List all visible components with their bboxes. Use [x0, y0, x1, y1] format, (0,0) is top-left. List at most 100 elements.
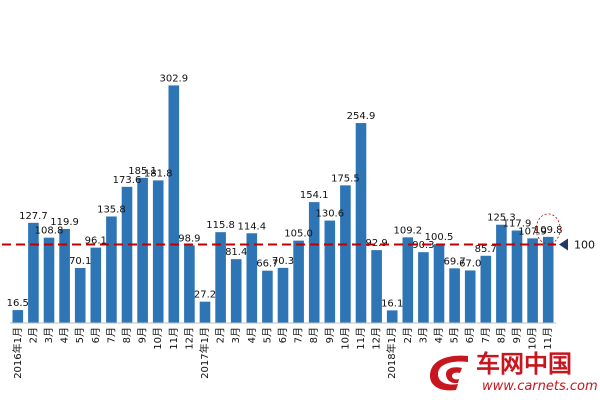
x-tick-label-4: 4月: [59, 327, 71, 343]
value-label-31: 85.7: [475, 244, 497, 255]
value-label-29: 69.7: [443, 256, 465, 267]
value-label-22: 175.5: [331, 173, 360, 184]
x-tick-label-17: 5月: [261, 327, 273, 343]
value-label-21: 130.6: [315, 209, 344, 220]
x-tick-label-34: 10月: [527, 327, 539, 350]
value-label-30: 67.0: [459, 258, 481, 269]
x-tick-label-19: 7月: [293, 327, 305, 343]
bar-17: [262, 270, 273, 323]
bar-31: [480, 255, 492, 323]
value-label-35: 109.8: [534, 225, 563, 236]
watermark-brand: 车网中国: [476, 350, 572, 378]
x-tick-labels-group: 2016年1月 2月 3月 4月 5月 6月 7月 8月 9月 10月 11月 12月 2017年1月 2…: [11, 327, 554, 379]
x-tick-label-9: 9月: [137, 327, 149, 343]
value-label-25: 16.1: [381, 298, 403, 309]
watermark-url: www.carnets.com: [482, 379, 598, 394]
bar-2: [28, 222, 39, 323]
bar-6: [90, 247, 102, 323]
bar-5: [74, 268, 86, 323]
value-label-5: 70.1: [69, 256, 91, 267]
x-tick-label-28: 4月: [433, 327, 445, 343]
x-tick-label-13: 2017年1月: [198, 327, 211, 379]
value-label-9: 185.1: [128, 166, 157, 177]
x-tick-label-31: 7月: [480, 327, 492, 343]
value-label-20: 154.1: [300, 190, 329, 201]
value-label-15: 81.4: [225, 247, 247, 258]
bar-4: [59, 228, 70, 323]
x-tick-label-16: 4月: [246, 327, 258, 343]
value-label-14: 115.8: [206, 220, 235, 231]
bar-15: [230, 259, 242, 323]
x-tick-label-25: 2018年1月: [385, 327, 398, 379]
value-label-24: 92.9: [365, 238, 387, 249]
x-tick-label-35: 11月: [542, 327, 554, 350]
value-label-1: 16.5: [7, 298, 29, 309]
value-label-33: 117.9: [503, 219, 532, 230]
reference-marker-icon: [559, 238, 568, 251]
x-tick-label-22: 10月: [339, 327, 351, 350]
watermark-logo: 车网中国 www.carnets.com: [430, 350, 598, 394]
value-label-17: 66.7: [256, 259, 278, 270]
bar-27: [418, 252, 429, 323]
value-label-16: 114.4: [237, 221, 266, 232]
bar-21: [324, 220, 336, 323]
car-logo-icon: [430, 355, 468, 391]
bar-1: [12, 310, 24, 323]
x-tick-label-6: 6月: [90, 327, 102, 343]
bar-24: [371, 250, 382, 323]
value-label-27: 90.3: [412, 240, 434, 251]
bars-group: [12, 85, 554, 323]
x-tick-label-3: 3月: [43, 327, 55, 343]
x-tick-label-32: 8月: [495, 327, 507, 343]
bar-8: [121, 186, 133, 323]
bar-29: [449, 268, 460, 323]
x-tick-label-11: 11月: [168, 327, 180, 350]
bar-22: [340, 185, 351, 323]
bar-9: [137, 177, 148, 323]
x-tick-label-5: 5月: [74, 327, 86, 343]
x-tick-label-15: 3月: [230, 327, 242, 343]
value-label-3: 108.8: [35, 226, 64, 237]
bar-12: [184, 245, 195, 323]
bar-23: [355, 123, 367, 323]
bar-10: [152, 180, 164, 323]
x-tick-label-14: 2月: [215, 327, 227, 343]
value-label-18: 70.3: [272, 256, 294, 267]
x-tick-label-7: 7月: [105, 327, 117, 343]
value-label-23: 254.9: [347, 111, 376, 122]
x-tick-label-20: 8月: [308, 327, 320, 343]
x-tick-label-12: 12月: [183, 327, 195, 350]
x-tick-label-24: 12月: [371, 327, 383, 350]
bar-11: [168, 85, 180, 323]
bar-28: [433, 244, 445, 323]
bar-26: [402, 237, 414, 323]
x-tick-label-27: 3月: [417, 327, 429, 343]
x-tick-label-2: 2月: [27, 327, 39, 343]
value-label-8: 173.6: [113, 175, 142, 186]
value-label-2: 127.7: [19, 211, 48, 222]
bar-35: [542, 236, 554, 323]
value-label-26: 109.2: [393, 225, 422, 236]
value-label-19: 105.0: [284, 229, 313, 240]
bar-30: [464, 270, 476, 323]
bar-7: [106, 216, 117, 323]
x-tick-label-23: 11月: [355, 327, 367, 350]
bar-32: [496, 224, 507, 323]
x-tick-label-1: 2016年1月: [11, 327, 24, 379]
bar-19: [293, 240, 304, 323]
value-label-6: 96.1: [85, 236, 107, 247]
bar-34: [527, 238, 538, 323]
value-label-28: 100.5: [425, 232, 454, 243]
value-label-4: 119.9: [50, 217, 79, 228]
reference-line-label: 100: [574, 239, 595, 252]
value-label-10: 181.8: [144, 168, 173, 179]
bar-25: [386, 310, 398, 323]
bar-3: [43, 237, 55, 323]
x-tick-label-21: 9月: [324, 327, 336, 343]
x-tick-label-10: 10月: [152, 327, 164, 350]
bar-20: [308, 202, 320, 323]
x-tick-label-29: 5月: [449, 327, 461, 343]
value-label-13: 27.2: [194, 290, 216, 301]
